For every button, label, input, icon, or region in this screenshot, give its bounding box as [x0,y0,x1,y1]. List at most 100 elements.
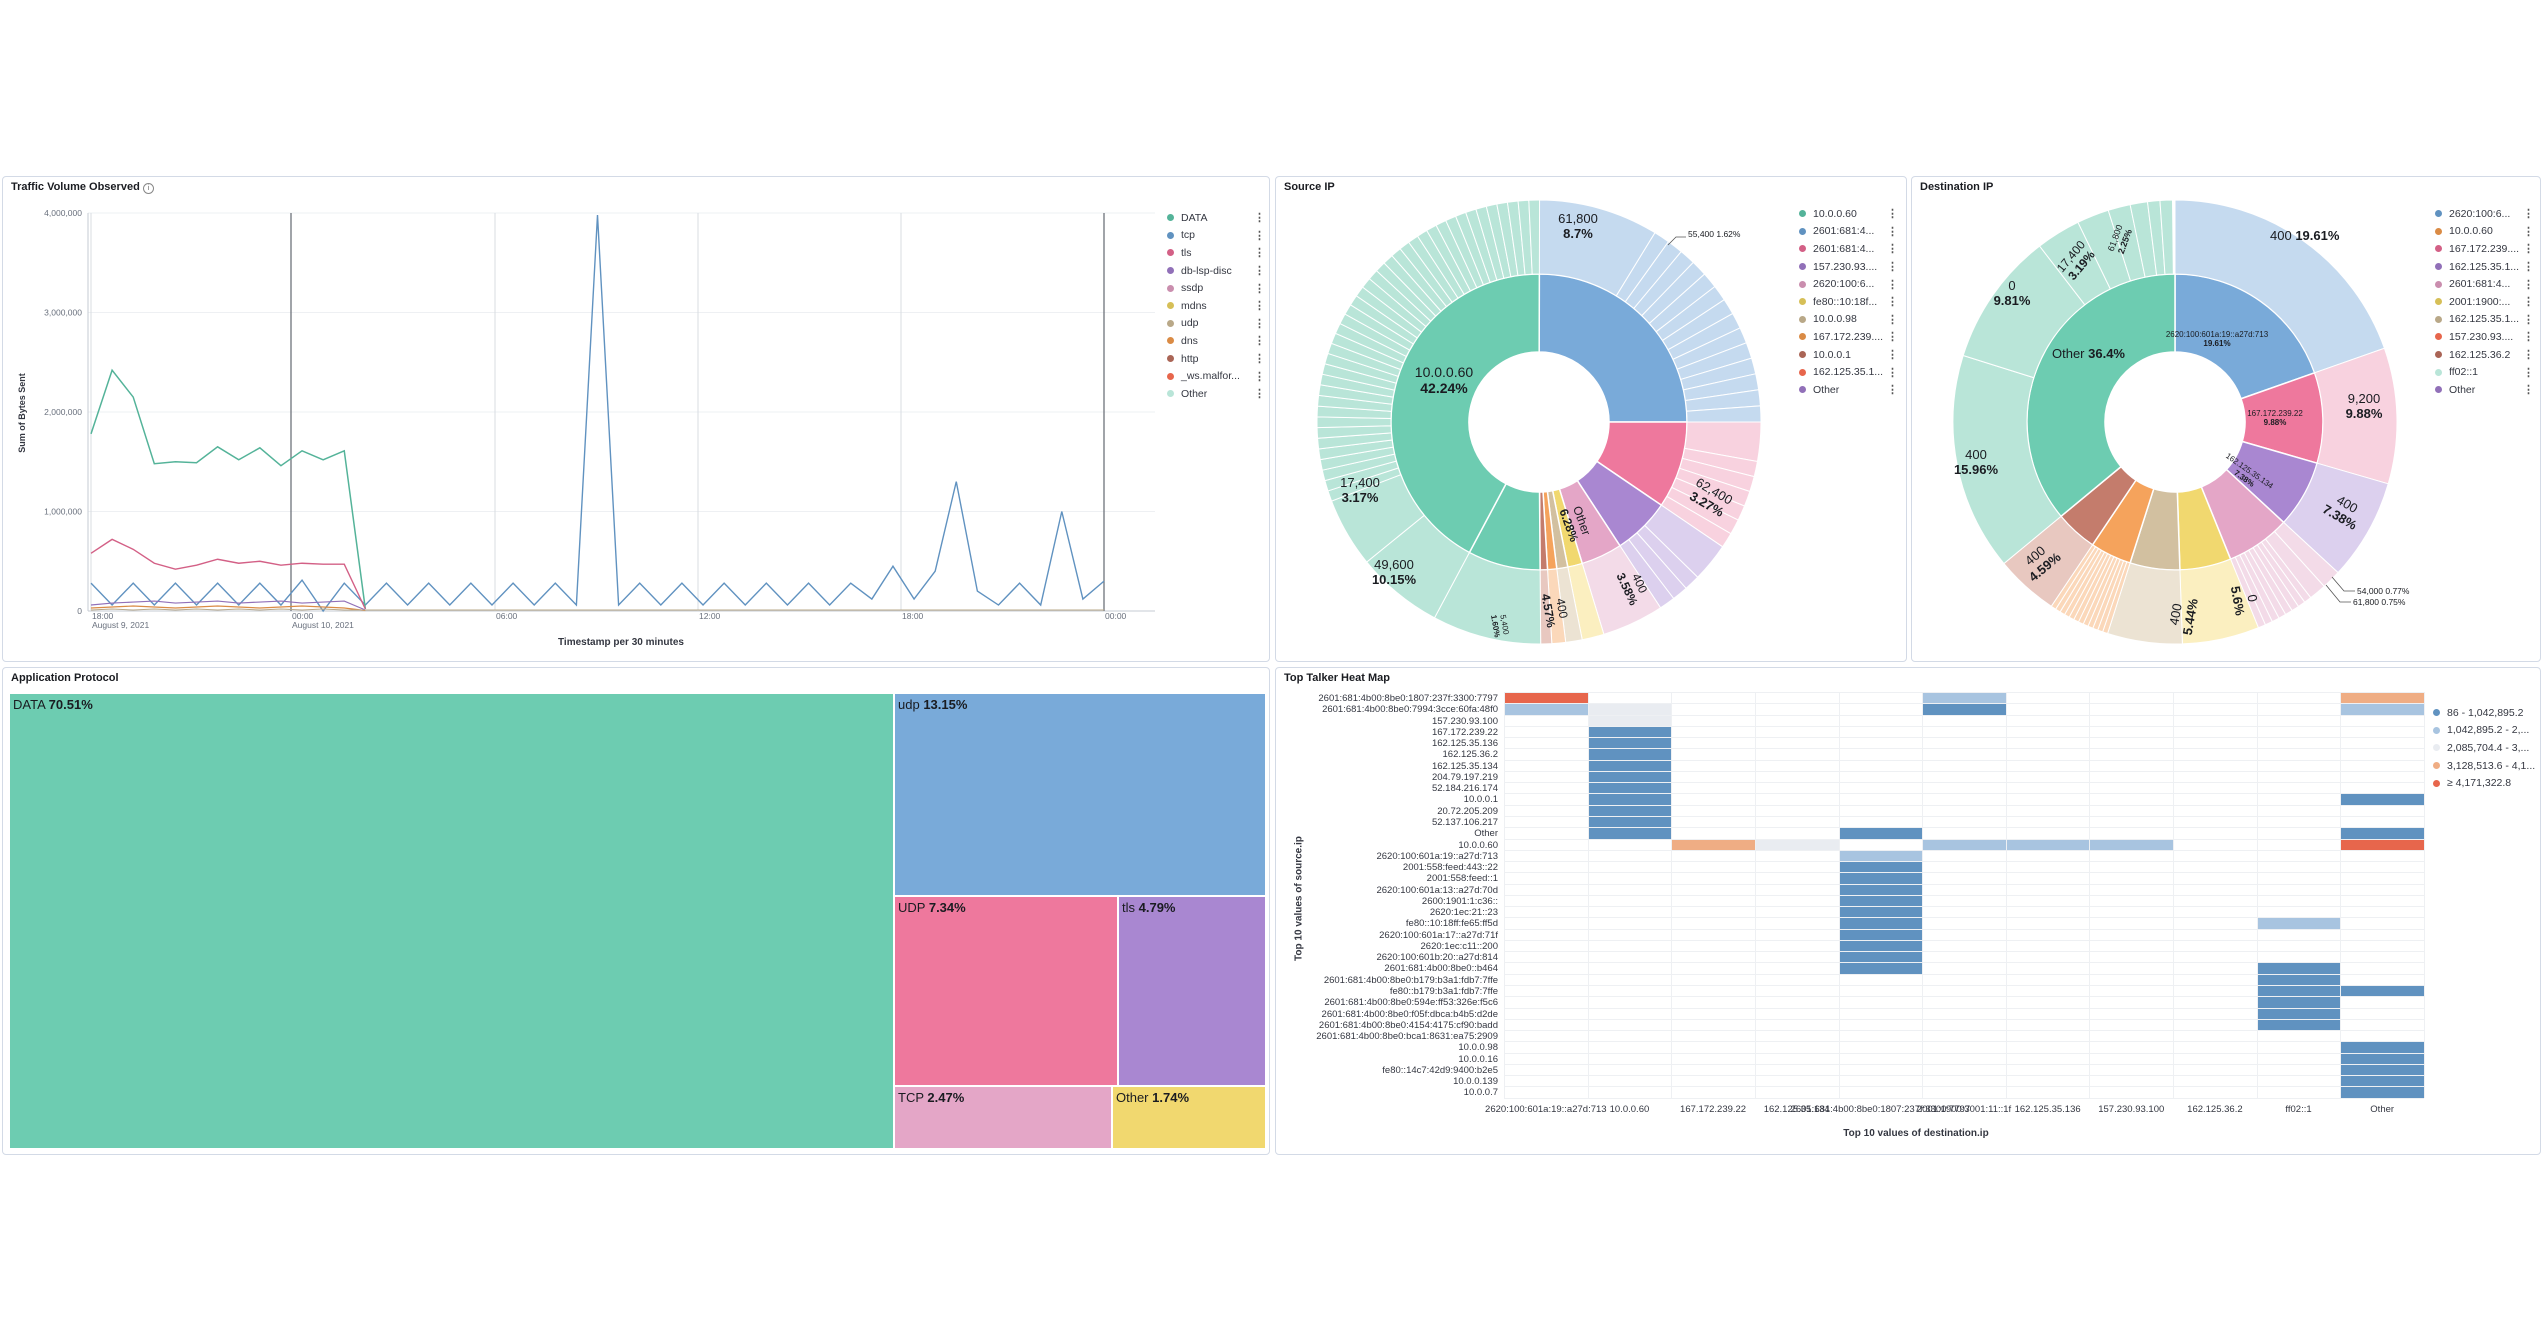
legend-menu-icon[interactable]: ⋮ [2523,296,2534,309]
source-ip-legend-item[interactable]: 167.172.239.... ⋮ [1799,328,1904,346]
heat-map-legend-item[interactable]: 86 - 1,042,895.2 [2433,704,2538,722]
heat-map-legend-item[interactable]: 1,042,895.2 - 2,... [2433,722,2538,740]
series-line[interactable] [90,538,366,610]
heat-map-cell[interactable] [1588,783,1672,794]
source-ip-legend-item[interactable]: 157.230.93.... ⋮ [1799,258,1904,276]
traffic-legend-item[interactable]: Other ⋮ [1167,385,1267,403]
heat-map-cell[interactable] [2341,839,2424,850]
heat-map-cell[interactable] [1839,828,1923,839]
source-ip-legend-item[interactable]: fe80::10:18f... ⋮ [1799,293,1904,311]
destination-ip-legend-item[interactable]: 167.172.239.... ⋮ [2435,240,2540,258]
heat-map-cell[interactable] [1839,929,1923,940]
undefined-outer-slice[interactable] [1528,199,1541,275]
heat-map-cell[interactable] [1839,850,1923,862]
legend-menu-icon[interactable]: ⋮ [1887,296,1898,309]
source-ip-legend-item[interactable]: 10.0.0.98 ⋮ [1799,311,1904,329]
traffic-legend-item[interactable]: ssdp ⋮ [1167,279,1267,297]
heat-map-cell[interactable] [1923,839,2006,850]
destination-ip-legend-item[interactable]: 2001:1900:... ⋮ [2435,293,2540,311]
destination-ip-legend-item[interactable]: 10.0.0.60 ⋮ [2435,223,2540,241]
heat-map-cell[interactable] [2257,1008,2341,1019]
treemap-cell-other[interactable]: Other 1.74% [1112,1086,1266,1149]
heat-map-cell[interactable] [2257,986,2341,997]
legend-menu-icon[interactable]: ⋮ [1887,243,1898,256]
source-ip-legend-item[interactable]: 2601:681:4... ⋮ [1799,240,1904,258]
legend-menu-icon[interactable]: ⋮ [1254,370,1265,383]
source-ip-legend-item[interactable]: 10.0.0.1 ⋮ [1799,346,1904,364]
traffic-legend-item[interactable]: udp ⋮ [1167,315,1267,333]
heat-map-cell[interactable] [2341,704,2424,715]
traffic-legend-item[interactable]: _ws.malfor... ⋮ [1167,367,1267,385]
heat-map-cell[interactable] [1839,862,1923,873]
legend-menu-icon[interactable]: ⋮ [2523,278,2534,291]
heat-map-cell[interactable] [1588,704,1672,715]
destination-ip-legend-item[interactable]: Other ⋮ [2435,381,2540,399]
legend-menu-icon[interactable]: ⋮ [1887,225,1898,238]
heat-map-cell[interactable] [2341,1087,2424,1098]
legend-menu-icon[interactable]: ⋮ [2523,349,2534,362]
heat-map-cell[interactable] [1839,940,1923,952]
heat-map-cell[interactable] [1505,693,1588,704]
heat-map-cell[interactable] [1588,805,1672,816]
legend-menu-icon[interactable]: ⋮ [1254,335,1265,348]
destination-ip-legend-item[interactable]: 162.125.35.1... ⋮ [2435,258,2540,276]
legend-menu-icon[interactable]: ⋮ [2523,384,2534,397]
source-ip-legend-item[interactable]: 2601:681:4... ⋮ [1799,223,1904,241]
source-ip-legend-item[interactable]: Other ⋮ [1799,381,1904,399]
legend-menu-icon[interactable]: ⋮ [2523,243,2534,256]
heat-map-cell[interactable] [1923,693,2006,704]
heat-map-cell[interactable] [1505,704,1588,715]
legend-menu-icon[interactable]: ⋮ [2523,366,2534,379]
legend-menu-icon[interactable]: ⋮ [2523,261,2534,274]
destination-ip-legend-item[interactable]: 2601:681:4... ⋮ [2435,275,2540,293]
legend-menu-icon[interactable]: ⋮ [1887,208,1898,221]
source-ip-legend-item[interactable]: 162.125.35.1... ⋮ [1799,363,1904,381]
heat-map-cell[interactable] [2006,839,2090,850]
legend-menu-icon[interactable]: ⋮ [1887,278,1898,291]
heat-map-cell[interactable] [1588,715,1672,726]
legend-menu-icon[interactable]: ⋮ [1887,261,1898,274]
traffic-legend-item[interactable]: http ⋮ [1167,350,1267,368]
heat-map-cell[interactable] [1839,873,1923,884]
heat-map-cell[interactable] [2341,1042,2424,1053]
traffic-legend-item[interactable]: mdns ⋮ [1167,297,1267,315]
legend-menu-icon[interactable]: ⋮ [1887,331,1898,344]
heat-map-cell[interactable] [1839,884,1923,895]
heat-map-cell[interactable] [1923,704,2006,715]
series-line[interactable] [90,214,1105,613]
heat-map-cell[interactable] [1588,760,1672,771]
heat-map-cell[interactable] [1839,963,1923,974]
heat-map-cell[interactable] [2341,794,2424,805]
heat-map-cell[interactable] [2257,963,2341,974]
heat-map-cell[interactable] [1755,839,1839,850]
heat-map-cell[interactable] [2341,1076,2424,1087]
heat-map-legend-item[interactable]: ≥ 4,171,322.8 [2433,774,2538,792]
heat-map-cell[interactable] [1672,839,1755,850]
traffic-legend-item[interactable]: dns ⋮ [1167,332,1267,350]
heat-map-cell[interactable] [1588,794,1672,805]
legend-menu-icon[interactable]: ⋮ [1254,282,1265,295]
heat-map-cell[interactable] [2341,1053,2424,1064]
destination-ip-legend-item[interactable]: ff02::1 ⋮ [2435,363,2540,381]
heat-map-cell[interactable] [1839,918,1923,929]
series-line[interactable] [90,608,1104,611]
legend-menu-icon[interactable]: ⋮ [1254,212,1265,225]
heat-map-cell[interactable] [1588,816,1672,828]
legend-menu-icon[interactable]: ⋮ [2523,331,2534,344]
series-line[interactable] [90,600,366,611]
legend-menu-icon[interactable]: ⋮ [2523,208,2534,221]
heat-map-cell[interactable] [2257,918,2341,929]
heat-map-cell[interactable] [1588,771,1672,783]
heat-map-cell[interactable] [2090,839,2174,850]
legend-menu-icon[interactable]: ⋮ [1254,317,1265,330]
heat-map-cell[interactable] [2257,974,2341,986]
legend-menu-icon[interactable]: ⋮ [2523,225,2534,238]
treemap-cell-tcp[interactable]: TCP 2.47% [894,1086,1112,1149]
undefined-outer-slice[interactable] [2174,199,2386,374]
treemap-cell-udp-upper[interactable]: UDP 7.34% [894,896,1118,1086]
legend-menu-icon[interactable]: ⋮ [1254,353,1265,366]
heat-map-cell[interactable] [1839,895,1923,907]
heat-map-legend-item[interactable]: 3,128,513.6 - 4,1... [2433,757,2538,775]
undefined-outer-slice[interactable] [2159,199,2174,275]
traffic-legend-item[interactable]: db-lsp-disc ⋮ [1167,262,1267,280]
